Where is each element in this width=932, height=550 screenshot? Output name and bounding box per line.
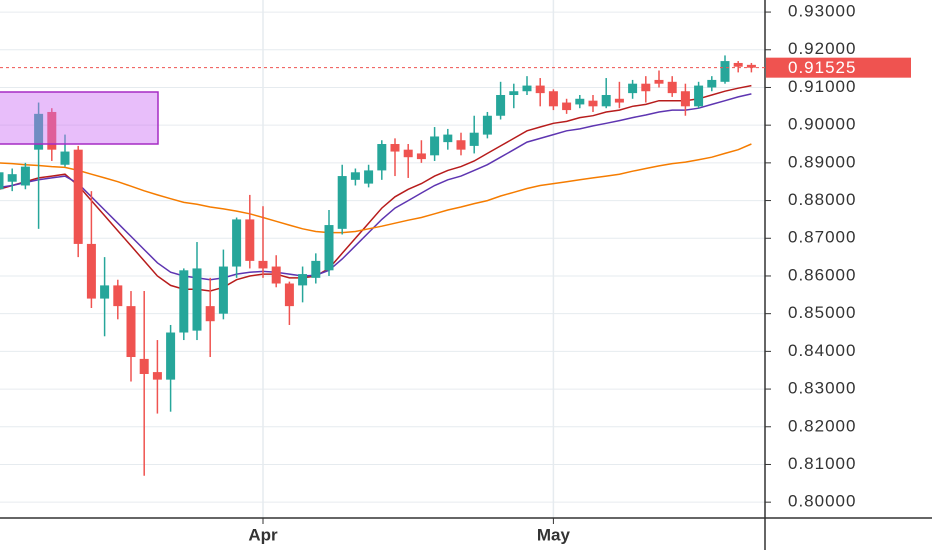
last-price-box — [766, 57, 911, 78]
y-tick-label: 0.92000 — [788, 39, 856, 58]
candle-body — [179, 270, 189, 333]
candle-body — [126, 306, 136, 358]
moving-average-line — [0, 84, 752, 292]
candle-body — [601, 95, 611, 107]
candle-body — [469, 132, 479, 146]
candle-body — [456, 140, 466, 150]
candle-body — [496, 95, 506, 116]
candle-body — [390, 144, 400, 152]
y-tick-label: 0.88000 — [788, 190, 856, 209]
candle-body — [258, 260, 268, 269]
y-tick-label: 0.80000 — [788, 492, 856, 511]
candle-body — [641, 83, 651, 92]
candle-body — [548, 91, 558, 107]
candle-body — [152, 372, 162, 380]
candle-body — [403, 149, 413, 158]
candle-body — [218, 266, 228, 314]
candle-body — [350, 172, 360, 180]
candle-body — [443, 134, 453, 143]
candle-body — [311, 260, 321, 278]
candle-body — [0, 172, 4, 190]
candle-body — [535, 85, 545, 94]
candle-body — [733, 62, 743, 67]
grid — [0, 0, 765, 518]
candle-body — [430, 136, 440, 156]
candle-body — [86, 243, 96, 299]
candle-body — [364, 170, 374, 184]
candle-body — [654, 79, 664, 84]
candle-body — [562, 102, 572, 111]
moving-averages — [0, 84, 752, 292]
candle-body — [707, 79, 717, 88]
y-tick-label: 0.87000 — [788, 228, 856, 247]
candle-body — [628, 83, 638, 94]
candle-body — [100, 285, 110, 299]
candle-body — [47, 111, 57, 150]
candle-body — [205, 306, 215, 322]
candle-body — [416, 153, 426, 160]
moving-average-line — [0, 93, 752, 281]
candle-body — [746, 64, 756, 68]
y-tick-label: 0.83000 — [788, 379, 856, 398]
moving-average-line — [0, 143, 752, 234]
zone-box — [0, 91, 159, 145]
candle-body — [377, 144, 387, 171]
candle-body — [298, 274, 308, 286]
candle-body — [166, 332, 176, 380]
candle-body — [271, 266, 281, 284]
candle-body — [324, 225, 334, 271]
candle-body — [482, 115, 492, 135]
candle-body — [7, 174, 17, 182]
y-tick-label: 0.81000 — [788, 454, 856, 473]
candle-body — [614, 98, 624, 103]
candle-body — [232, 219, 242, 267]
y-tick-label: 0.82000 — [788, 416, 856, 435]
candle-body — [20, 166, 30, 186]
y-tick-label: 0.89000 — [788, 152, 856, 171]
candle-body — [192, 268, 202, 331]
candle-body — [667, 81, 677, 94]
candle-body — [694, 85, 704, 107]
y-tick-label: 0.86000 — [788, 265, 856, 284]
candle-body — [60, 151, 70, 165]
x-tick-label: Apr — [248, 525, 278, 544]
last-price-label: 0.91525 — [788, 58, 856, 77]
y-tick-label: 0.84000 — [788, 341, 856, 360]
y-tick-label: 0.91000 — [788, 77, 856, 96]
candle-body — [34, 113, 44, 150]
candle-body — [337, 176, 347, 229]
candle-body — [509, 91, 519, 96]
candle-body — [720, 61, 730, 82]
candle-body — [73, 149, 83, 244]
candle-body — [113, 285, 123, 307]
y-tick-label: 0.90000 — [788, 115, 856, 134]
y-tick-label: 0.85000 — [788, 303, 856, 322]
candles — [0, 55, 756, 476]
candle-body — [284, 283, 294, 307]
candle-body — [575, 98, 585, 105]
candle-body — [139, 358, 149, 374]
candle-body — [522, 85, 532, 92]
x-tick-label: May — [537, 525, 571, 544]
candle-body — [245, 219, 255, 261]
y-tick-label: 0.93000 — [788, 2, 856, 21]
candle-body — [588, 100, 598, 107]
candle-body — [680, 91, 690, 107]
